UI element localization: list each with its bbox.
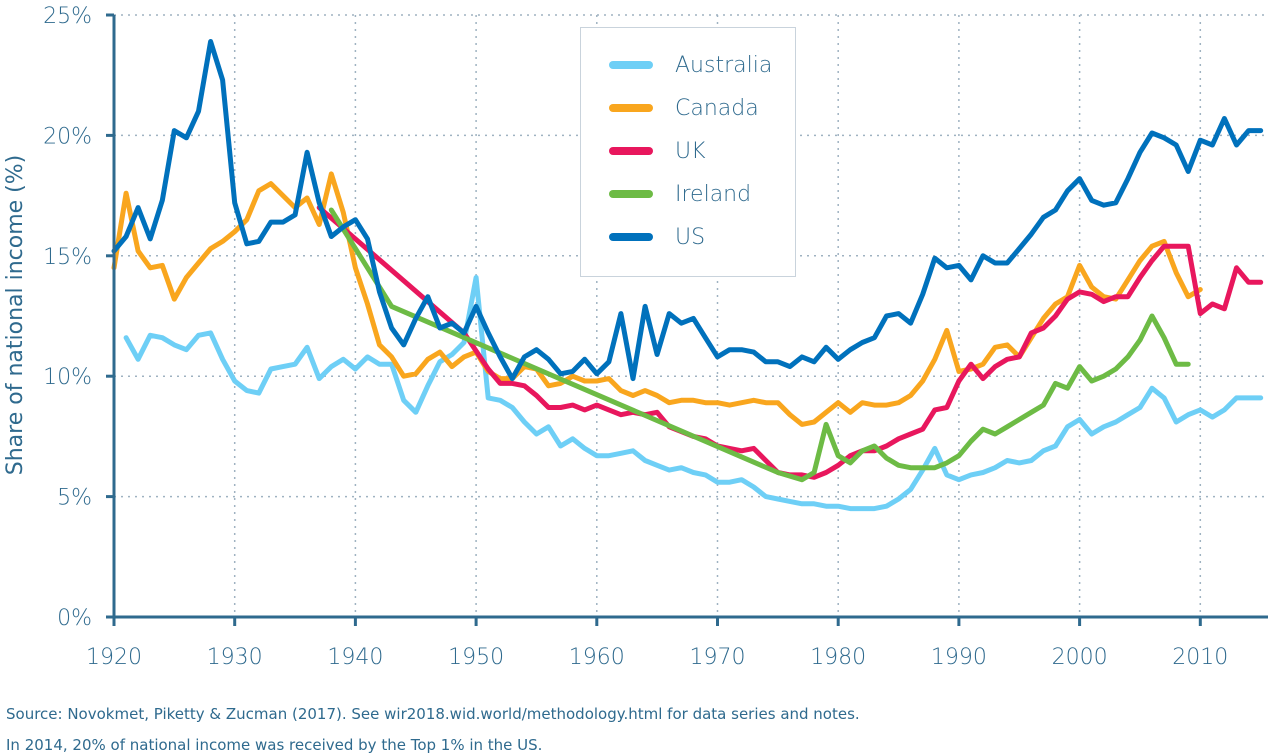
x-tick-label: 1950 — [448, 645, 504, 670]
legend-swatch-uk — [609, 147, 653, 155]
legend-item-us: US — [609, 222, 705, 252]
legend-swatch-canada — [609, 104, 653, 112]
legend-item-australia: Australia — [609, 50, 772, 80]
x-tick-label: 1960 — [569, 645, 625, 670]
legend-label: US — [675, 224, 706, 250]
legend-label: Ireland — [675, 181, 752, 207]
source-note: Source: Novokmet, Piketty & Zucman (2017… — [6, 705, 860, 723]
legend-item-uk: UK — [609, 136, 706, 166]
x-tick-label: 2010 — [1172, 645, 1228, 670]
series-line-us — [111, 39, 1264, 382]
x-tick-label: 1920 — [86, 645, 142, 670]
y-tick-label: 25% — [43, 4, 92, 29]
x-tick-label: 1970 — [690, 645, 746, 670]
axes — [106, 13, 1268, 626]
x-tick-label: 2000 — [1052, 645, 1108, 670]
series-line-ireland — [328, 207, 1191, 483]
legend-swatch-ireland — [609, 190, 653, 198]
legend-swatch-australia — [609, 61, 653, 69]
legend-label: UK — [675, 138, 706, 164]
y-axis-label: Share of national income (%) — [3, 155, 28, 475]
x-tick-label: 1930 — [207, 645, 263, 670]
legend-label: Canada — [675, 95, 759, 121]
y-tick-label: 5% — [57, 486, 92, 511]
legend-label: Australia — [675, 52, 773, 78]
x-tick-label: 1990 — [931, 645, 987, 670]
x-tick-label: 1980 — [810, 645, 866, 670]
line-chart: 0% 5% 10% 15% 20% 25% 1920 1930 1940 1950 1960 1970… — [3, 4, 1268, 670]
y-tick-label: 0% — [57, 606, 92, 631]
legend-item-ireland: Ireland — [609, 179, 751, 209]
series-line-australia — [123, 275, 1264, 512]
caption-note: In 2014, 20% of national income was rece… — [6, 736, 543, 754]
legend-swatch-us — [609, 233, 653, 241]
y-tick-label: 15% — [43, 245, 92, 270]
legend: Australia Canada UK Ireland US — [580, 27, 796, 277]
y-tick-label: 10% — [43, 365, 92, 390]
y-tick-label: 20% — [43, 124, 92, 149]
x-tick-label: 1940 — [327, 645, 383, 670]
tick-labels: 0% 5% 10% 15% 20% 25% 1920 1930 1940 1950 1960 1970… — [43, 4, 1228, 670]
legend-item-canada: Canada — [609, 93, 759, 123]
series-lines — [111, 39, 1264, 512]
